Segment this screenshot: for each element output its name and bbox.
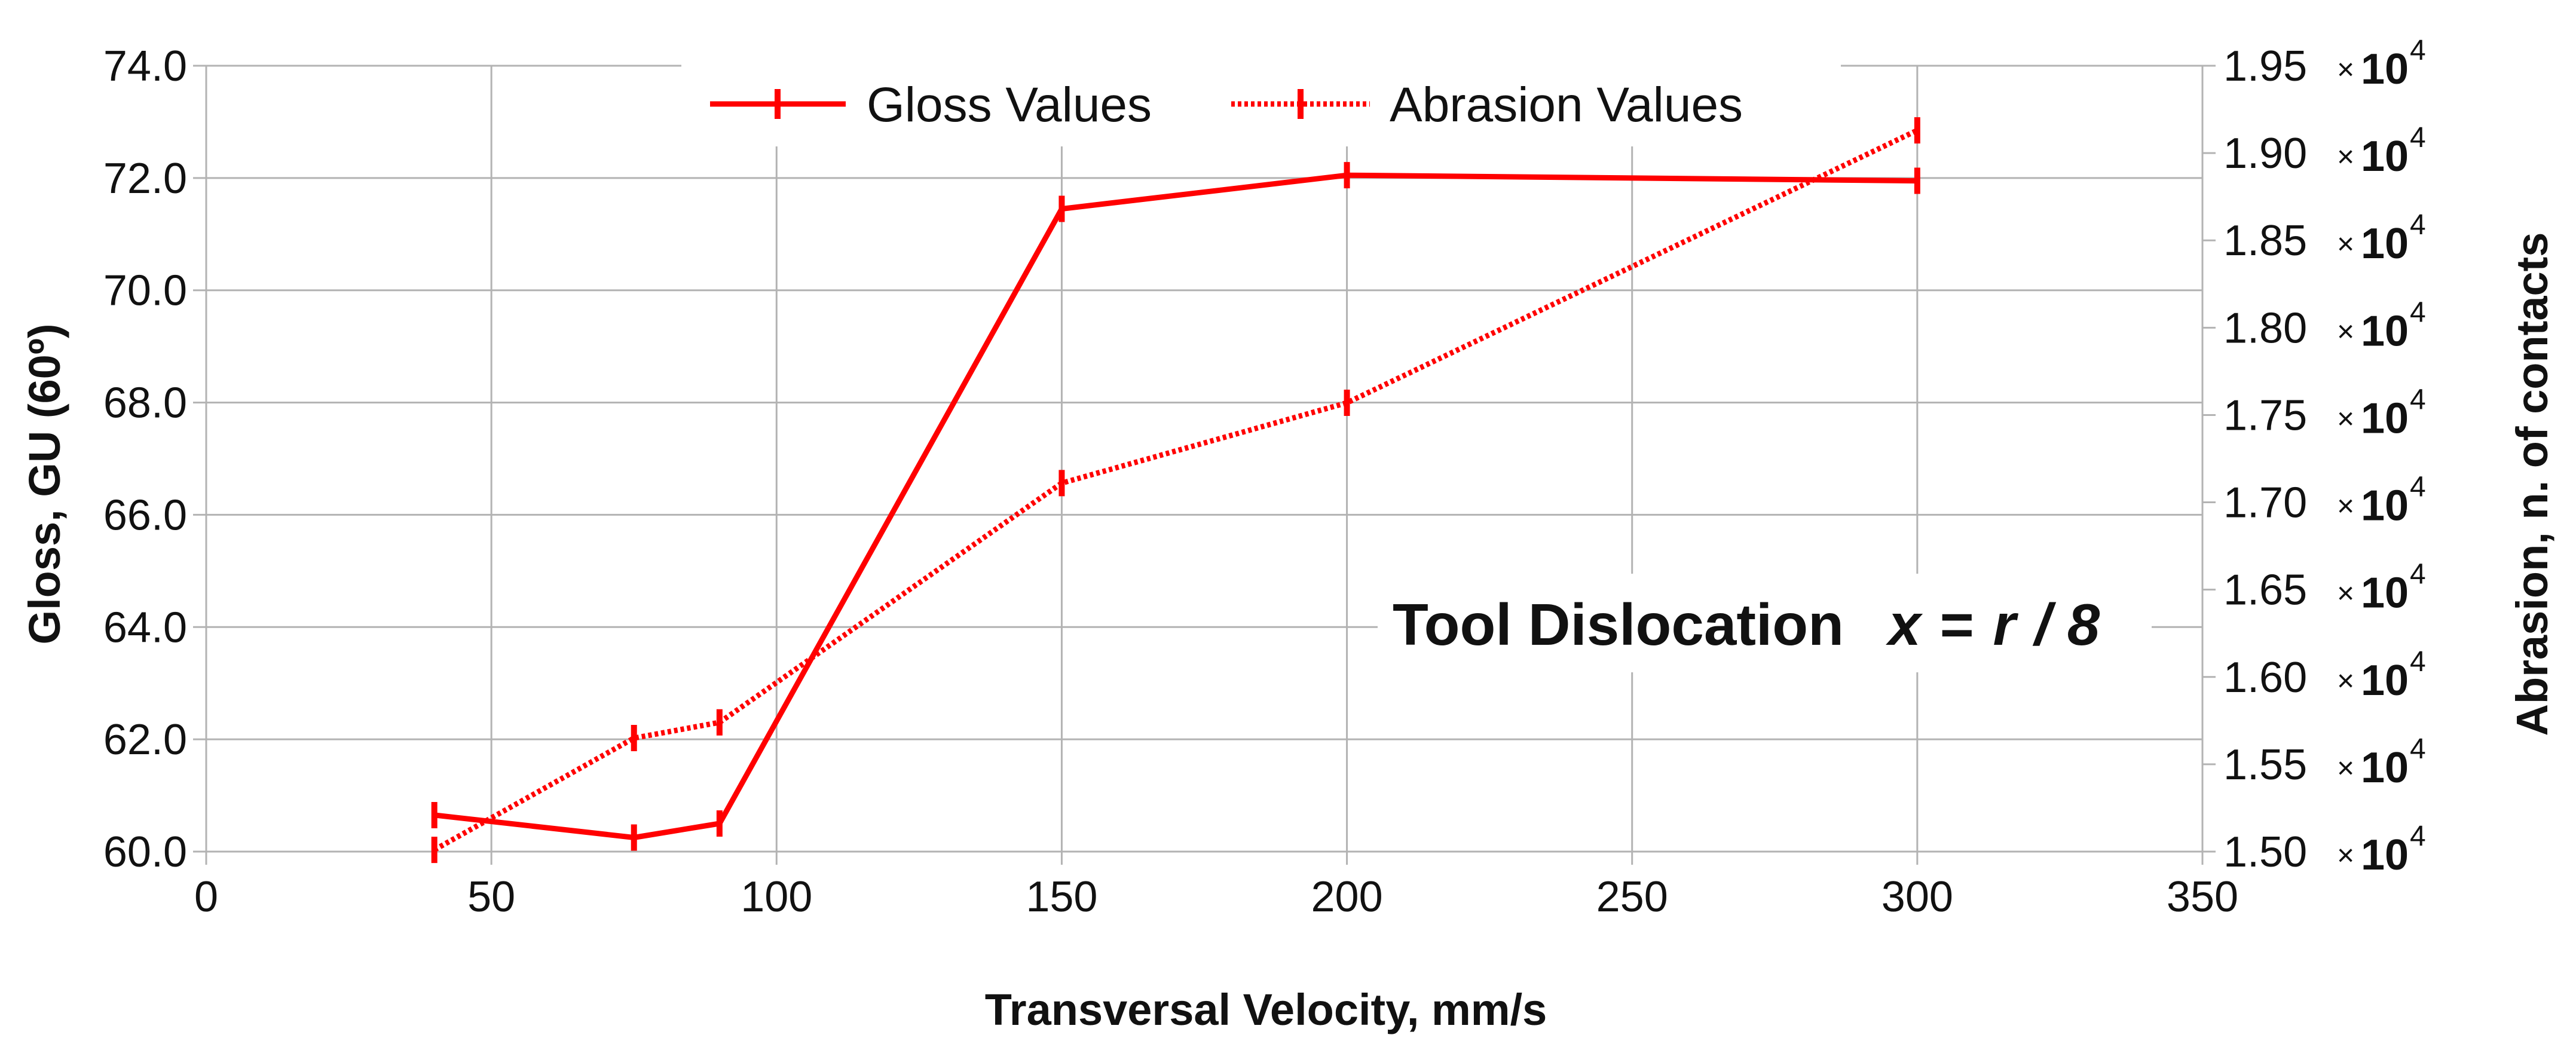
y2-tick-exponent: 4 bbox=[2410, 35, 2426, 66]
y2-tick-label: 1.90 × 10 4 bbox=[2223, 122, 2426, 180]
y2-tick-exponent: 4 bbox=[2410, 733, 2426, 765]
y2-tick-exponent: 4 bbox=[2410, 122, 2426, 154]
y2-tick-base: 10 bbox=[2361, 220, 2409, 268]
y2-tick-base: 10 bbox=[2361, 394, 2409, 442]
y2-tick-value: 1.80 bbox=[2223, 304, 2307, 352]
y2-tick-value: 1.95 bbox=[2223, 42, 2307, 90]
y2-tick-base: 10 bbox=[2361, 45, 2409, 93]
y2-tick-label: 1.75 × 10 4 bbox=[2223, 384, 2426, 442]
svg-text:Tool Dislocation x: Tool Dislocation x = r / 8 bbox=[1393, 592, 2100, 657]
y2-tick-base: 10 bbox=[2361, 133, 2409, 180]
x-tick-label: 250 bbox=[1596, 873, 1668, 921]
y2-tick-label: 1.70 × 10 4 bbox=[2223, 472, 2426, 530]
x-axis-title: Transversal Velocity, mm/s bbox=[985, 985, 1547, 1034]
y2-tick-base: 10 bbox=[2361, 657, 2409, 705]
series-line-gloss bbox=[434, 172, 1917, 840]
x-tick-label: 50 bbox=[467, 873, 515, 921]
y2-tick-exponent: 4 bbox=[2410, 821, 2426, 852]
annotation-var: x bbox=[1885, 592, 1923, 657]
y-axis-title-right: Abrasion, n. of contacts bbox=[2507, 232, 2557, 736]
y2-tick-base: 10 bbox=[2361, 744, 2409, 792]
y2-tick-label: 1.80 × 10 4 bbox=[2223, 296, 2426, 355]
y2-tick-value: 1.90 bbox=[2223, 130, 2307, 177]
y2-tick-base: 10 bbox=[2361, 831, 2409, 879]
y2-tick-value: 1.55 bbox=[2223, 741, 2307, 789]
x-tick-label: 100 bbox=[741, 873, 812, 921]
y2-tick-times: × bbox=[2337, 489, 2354, 523]
y-tick-label: 70.0 bbox=[103, 267, 187, 315]
x-tick-label: 300 bbox=[1881, 873, 1953, 921]
y2-tick-exponent: 4 bbox=[2410, 472, 2426, 503]
y-tick-label: 62.0 bbox=[103, 716, 187, 764]
y2-tick-times: × bbox=[2337, 53, 2354, 86]
x-tick-label: 0 bbox=[194, 873, 218, 921]
y2-tick-label: 1.65 × 10 4 bbox=[2223, 559, 2426, 617]
y-tick-label: 60.0 bbox=[103, 828, 187, 876]
y2-tick-times: × bbox=[2337, 227, 2354, 261]
x-tick-label: 150 bbox=[1026, 873, 1097, 921]
y2-tick-value: 1.65 bbox=[2223, 567, 2307, 614]
y2-tick-base: 10 bbox=[2361, 482, 2409, 530]
y2-tick-times: × bbox=[2337, 314, 2354, 348]
y-tick-label: 66.0 bbox=[103, 491, 187, 539]
annotation-label: Tool Dislocation bbox=[1393, 592, 1844, 657]
y2-tick-value: 1.85 bbox=[2223, 217, 2307, 265]
series bbox=[431, 117, 1920, 864]
annotation-equals: = bbox=[1923, 592, 1990, 657]
legend-entry-abrasion: Abrasion Values bbox=[1231, 78, 1743, 132]
tick-labels: 74.0 72.0 70.0 68.0 66.0 64.0 62.0 60.00 50 100 15… bbox=[103, 35, 2426, 921]
y2-tick-value: 1.60 bbox=[2223, 654, 2307, 702]
y2-tick-base: 10 bbox=[2361, 570, 2409, 617]
y2-tick-exponent: 4 bbox=[2410, 646, 2426, 678]
y-axis-title-left: Gloss, GU (60º) bbox=[20, 324, 69, 645]
y2-tick-times: × bbox=[2337, 751, 2354, 785]
y2-tick-times: × bbox=[2337, 664, 2354, 697]
y2-tick-label: 1.85 × 10 4 bbox=[2223, 209, 2426, 268]
y2-tick-times: × bbox=[2337, 402, 2354, 435]
y2-tick-times: × bbox=[2337, 577, 2354, 610]
y2-tick-exponent: 4 bbox=[2410, 296, 2426, 328]
y-tick-label: 68.0 bbox=[103, 379, 187, 427]
legend-entry-gloss: Gloss Values bbox=[710, 78, 1152, 132]
y2-tick-value: 1.75 bbox=[2223, 391, 2307, 439]
x-tick-label: 350 bbox=[2167, 873, 2238, 921]
y2-tick-label: 1.55 × 10 4 bbox=[2223, 733, 2426, 792]
tool-dislocation-annotation: Tool Dislocation x = r / 8 bbox=[1378, 574, 2152, 672]
legend-label-gloss: Gloss Values bbox=[867, 78, 1152, 132]
y2-tick-label: 1.50 × 10 4 bbox=[2223, 821, 2426, 879]
annotation-rest: / 8 bbox=[2018, 592, 2100, 657]
x-tick-label: 200 bbox=[1311, 873, 1383, 921]
axes bbox=[193, 65, 2216, 865]
legend: Gloss Values Abrasion Values bbox=[681, 60, 1841, 146]
y2-tick-times: × bbox=[2337, 838, 2354, 872]
y-tick-label: 74.0 bbox=[103, 42, 187, 90]
y2-tick-exponent: 4 bbox=[2410, 559, 2426, 590]
y2-tick-value: 1.50 bbox=[2223, 828, 2307, 876]
y2-tick-exponent: 4 bbox=[2410, 384, 2426, 415]
y2-tick-label: 1.95 × 10 4 bbox=[2223, 35, 2426, 93]
y-tick-label: 72.0 bbox=[103, 155, 187, 203]
y2-tick-value: 1.70 bbox=[2223, 479, 2307, 527]
y2-tick-exponent: 4 bbox=[2410, 209, 2426, 241]
y-tick-label: 64.0 bbox=[103, 604, 187, 651]
y2-tick-label: 1.60 × 10 4 bbox=[2223, 646, 2426, 705]
annotation-r: r bbox=[1993, 592, 2019, 657]
legend-label-abrasion: Abrasion Values bbox=[1390, 78, 1743, 132]
y2-tick-times: × bbox=[2337, 140, 2354, 173]
y2-tick-base: 10 bbox=[2361, 307, 2409, 355]
